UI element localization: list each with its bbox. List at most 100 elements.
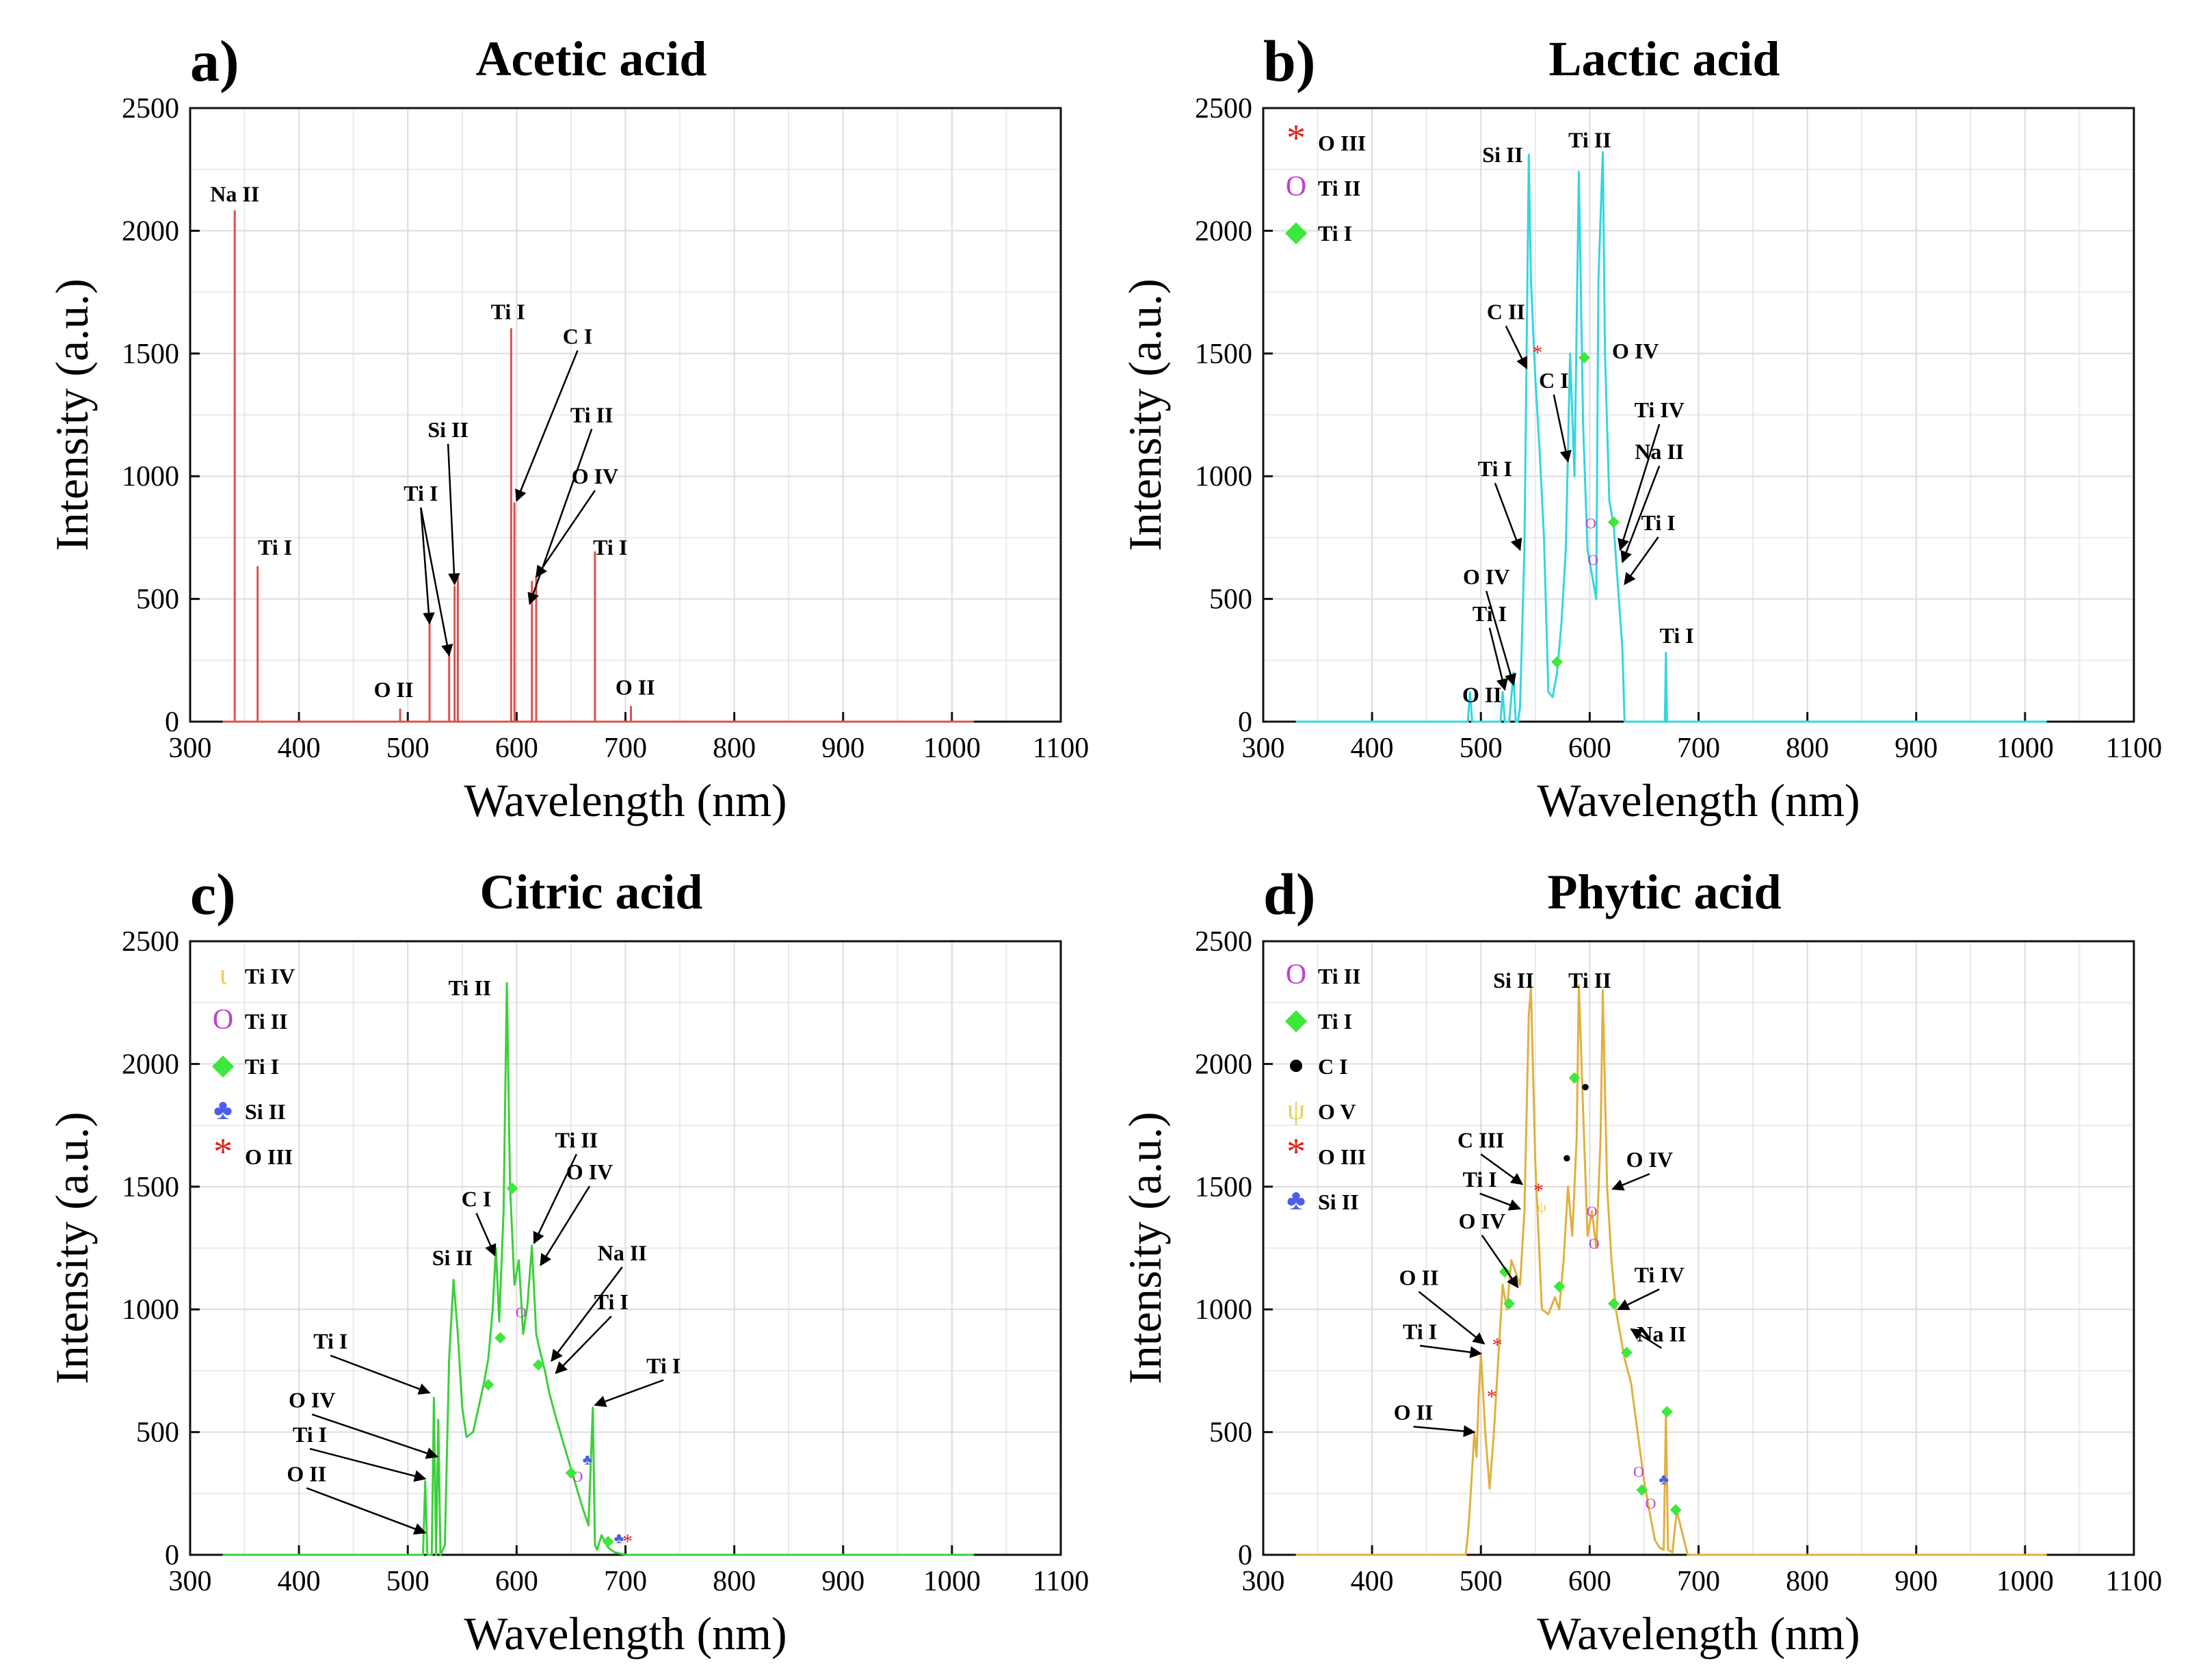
peak-annotation: Ti II bbox=[1568, 968, 1611, 993]
legend-label: Ti II bbox=[1318, 964, 1361, 988]
peak-annotation: Ti II bbox=[570, 402, 613, 427]
y-tick-label: 1000 bbox=[1195, 1294, 1252, 1326]
peak-marker-diamond: ◆ bbox=[1553, 1276, 1565, 1294]
peak-annotation: O II bbox=[616, 675, 655, 700]
x-tick-label: 600 bbox=[1568, 733, 1611, 764]
peak-marker-dot: ● bbox=[1581, 1078, 1589, 1095]
chart-panel-1: 300 400 500 600 700 800 900 1000 1100 0 500 1000 150… bbox=[46, 28, 1089, 826]
annotation-arrow bbox=[306, 1487, 427, 1535]
annotation-arrow bbox=[1488, 627, 1508, 692]
y-tick-label: 2000 bbox=[1195, 215, 1252, 247]
peak-marker-circle: O bbox=[1589, 1235, 1600, 1252]
peak-annotation: O IV bbox=[566, 1159, 613, 1184]
peak-marker-circle: O bbox=[1646, 1495, 1656, 1512]
peak-marker-diamond: ◆ bbox=[483, 1375, 494, 1392]
y-tick-label: 0 bbox=[165, 1540, 179, 1571]
panel-letter: c) bbox=[190, 861, 236, 927]
chart-panel-3: 300 400 500 600 700 800 900 1000 1100 0 500 1000 150… bbox=[46, 861, 1089, 1659]
peak-marker-diamond: ◆ bbox=[533, 1355, 544, 1372]
x-tick-label: 1000 bbox=[1996, 733, 2054, 764]
peak-marker-circle: O bbox=[1587, 1203, 1598, 1220]
y-axis-label: Intensity (a.u.) bbox=[46, 278, 98, 551]
annotation-arrow bbox=[420, 507, 453, 657]
peak-annotation: O IV bbox=[1463, 564, 1509, 589]
x-axis-label: Wavelength (nm) bbox=[1537, 1607, 1860, 1659]
peak-marker-diamond: ◆ bbox=[1661, 1402, 1673, 1419]
peak-annotation: Ti I bbox=[1463, 1167, 1497, 1192]
peak-marker-asterisk: * bbox=[622, 1530, 633, 1553]
panel-title: Citric acid bbox=[480, 865, 703, 919]
annotation-arrow bbox=[1418, 1291, 1486, 1345]
peak-annotation: O IV bbox=[1459, 1209, 1505, 1233]
peak-annotation: Ti I bbox=[404, 481, 438, 506]
annotation-arrow bbox=[1413, 1425, 1476, 1437]
annotation-arrow bbox=[1630, 1328, 1663, 1349]
x-tick-label: 600 bbox=[495, 1566, 538, 1597]
peak-annotation: Ti I bbox=[491, 300, 525, 324]
peak-annotation: Si II bbox=[432, 1246, 473, 1270]
x-tick-label: 300 bbox=[1242, 1566, 1285, 1597]
peak-annotation: Ti I bbox=[1473, 601, 1507, 626]
legend-label: Si II bbox=[245, 1099, 286, 1124]
x-tick-label: 400 bbox=[278, 733, 321, 764]
x-tick-label: 900 bbox=[1894, 1566, 1938, 1597]
panel-letter: d) bbox=[1263, 861, 1315, 927]
peak-annotation: Si II bbox=[1482, 142, 1523, 167]
annotation-arrow bbox=[475, 1213, 497, 1257]
x-tick-label: 300 bbox=[169, 1566, 212, 1597]
y-tick-label: 0 bbox=[165, 707, 179, 738]
y-tick-label: 2500 bbox=[122, 93, 179, 124]
annotation-arrow bbox=[551, 1266, 623, 1362]
y-axis-label: Intensity (a.u.) bbox=[1119, 278, 1171, 551]
y-tick-label: 2000 bbox=[122, 1049, 179, 1080]
panel-title: Phytic acid bbox=[1548, 865, 1782, 919]
x-tick-label: 400 bbox=[1351, 733, 1394, 764]
peak-marker-diamond: ◆ bbox=[1569, 1068, 1581, 1085]
peak-marker-diamond: ◆ bbox=[1579, 347, 1590, 365]
y-tick-label: 0 bbox=[1238, 707, 1252, 738]
peak-marker-circle: O bbox=[1587, 551, 1598, 568]
chart-panel-4: 300 400 500 600 700 800 900 1000 1100 0 500 1000 150… bbox=[1119, 861, 2162, 1659]
peak-annotation: C I bbox=[462, 1187, 492, 1211]
peak-annotation: O II bbox=[1394, 1400, 1434, 1425]
y-tick-label: 2000 bbox=[1195, 1049, 1252, 1080]
series-line-spectrum bbox=[222, 982, 974, 1556]
peak-annotation: O II bbox=[287, 1461, 326, 1486]
x-tick-label: 500 bbox=[1460, 733, 1503, 764]
x-tick-label: 500 bbox=[386, 733, 430, 764]
x-axis-label: Wavelength (nm) bbox=[1537, 774, 1860, 826]
peak-annotation: C II bbox=[1487, 300, 1525, 324]
peak-annotation: Ti IV bbox=[1635, 1263, 1685, 1287]
x-tick-label: 1000 bbox=[1996, 1566, 2054, 1597]
x-tick-label: 400 bbox=[278, 1566, 321, 1597]
annotation-arrow bbox=[1553, 394, 1572, 463]
x-tick-label: 900 bbox=[821, 1566, 864, 1597]
legend-circle-icon: O bbox=[213, 1004, 233, 1036]
panel-title: Lactic acid bbox=[1549, 31, 1780, 86]
x-tick-label: 800 bbox=[1786, 1566, 1829, 1597]
x-tick-label: 900 bbox=[1894, 733, 1938, 764]
peak-annotation: Na II bbox=[1637, 1322, 1686, 1346]
peak-annotation: Ti IV bbox=[1635, 397, 1685, 422]
panel-letter: a) bbox=[190, 28, 239, 94]
y-tick-label: 0 bbox=[1238, 1540, 1252, 1571]
annotation-arrow bbox=[1480, 1153, 1524, 1185]
peak-annotation: Ti II bbox=[1568, 127, 1611, 152]
legend-psi-icon: ψ bbox=[1287, 1094, 1305, 1126]
peak-annotation: O IV bbox=[572, 464, 618, 488]
annotation-arrow bbox=[1486, 590, 1517, 686]
panel-title: Acetic acid bbox=[476, 31, 707, 86]
annotation-arrow bbox=[330, 1354, 431, 1395]
peak-annotation: Ti I bbox=[593, 535, 627, 560]
peak-marker-club: ♣ bbox=[1659, 1471, 1668, 1488]
legend-label: Ti I bbox=[1318, 1009, 1352, 1034]
peak-marker-dot: ● bbox=[1562, 1149, 1571, 1166]
legend-label: Ti II bbox=[245, 1009, 288, 1034]
y-tick-label: 2500 bbox=[1195, 93, 1252, 124]
legend-club-icon: ♣ bbox=[213, 1094, 233, 1126]
x-tick-label: 1100 bbox=[1033, 1566, 1089, 1597]
x-axis-label: Wavelength (nm) bbox=[464, 1607, 787, 1659]
x-tick-label: 700 bbox=[1677, 733, 1720, 764]
peak-annotation: O IV bbox=[1612, 339, 1659, 363]
